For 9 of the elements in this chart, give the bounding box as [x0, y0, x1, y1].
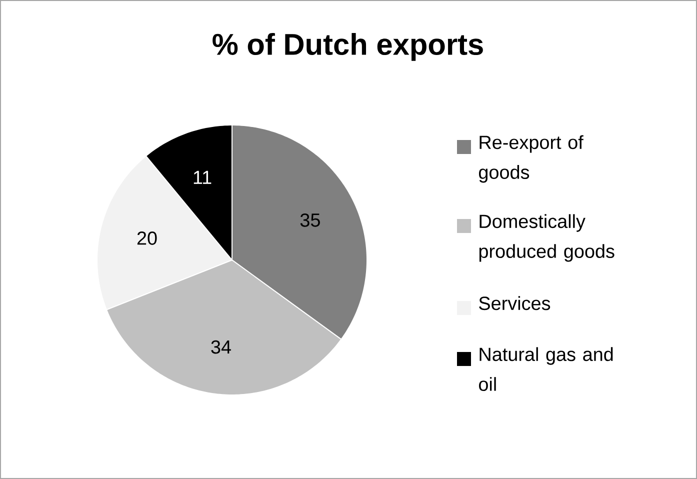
legend-label: Services: [479, 296, 550, 310]
data-label: 34: [211, 340, 231, 354]
chart-title: % of Dutch exports: [212, 33, 483, 61]
data-label: 35: [300, 213, 320, 227]
data-label: 11: [194, 170, 212, 184]
data-label: 20: [137, 231, 157, 245]
legend-label: Re-export of goods: [479, 135, 584, 183]
legend-label: Natural gas and oil: [479, 347, 613, 391]
legend-label: Domestically produced goods: [479, 214, 614, 262]
